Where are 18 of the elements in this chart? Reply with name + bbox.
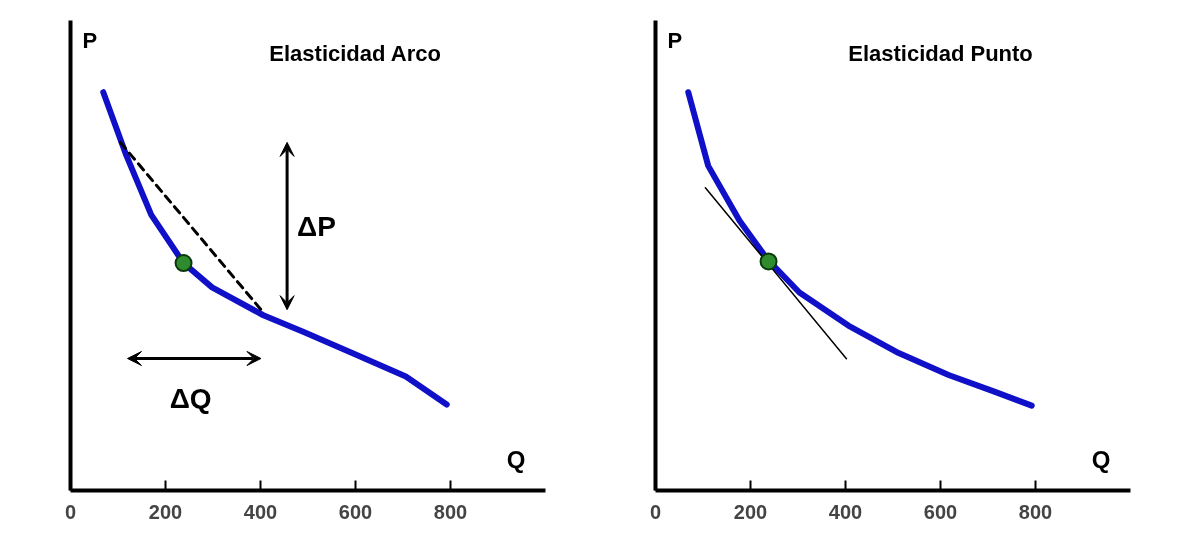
x-tick-label: 200	[148, 500, 183, 523]
x-tick-label: 0	[649, 500, 662, 523]
x-tick-label: 600	[923, 500, 958, 523]
y-axis-title: P	[667, 27, 683, 53]
annotation: ΔQ	[169, 382, 212, 414]
y-axis-title: P	[82, 27, 98, 53]
x-axis-title: Q	[506, 445, 526, 473]
x-tick-label: 400	[828, 500, 863, 523]
x-axis-title: Q	[1091, 445, 1111, 473]
chart-title: Elasticidad Punto	[848, 40, 1033, 66]
x-tick-label: 0	[64, 500, 77, 523]
chart-title: Elasticidad Arco	[269, 40, 441, 66]
x-tick-label: 800	[433, 500, 468, 523]
x-tick-label: 600	[338, 500, 373, 523]
annotation: ΔP	[297, 210, 336, 242]
x-tick-label: 400	[243, 500, 278, 523]
x-tick-label: 800	[1018, 500, 1053, 523]
x-tick-label: 200	[733, 500, 768, 523]
